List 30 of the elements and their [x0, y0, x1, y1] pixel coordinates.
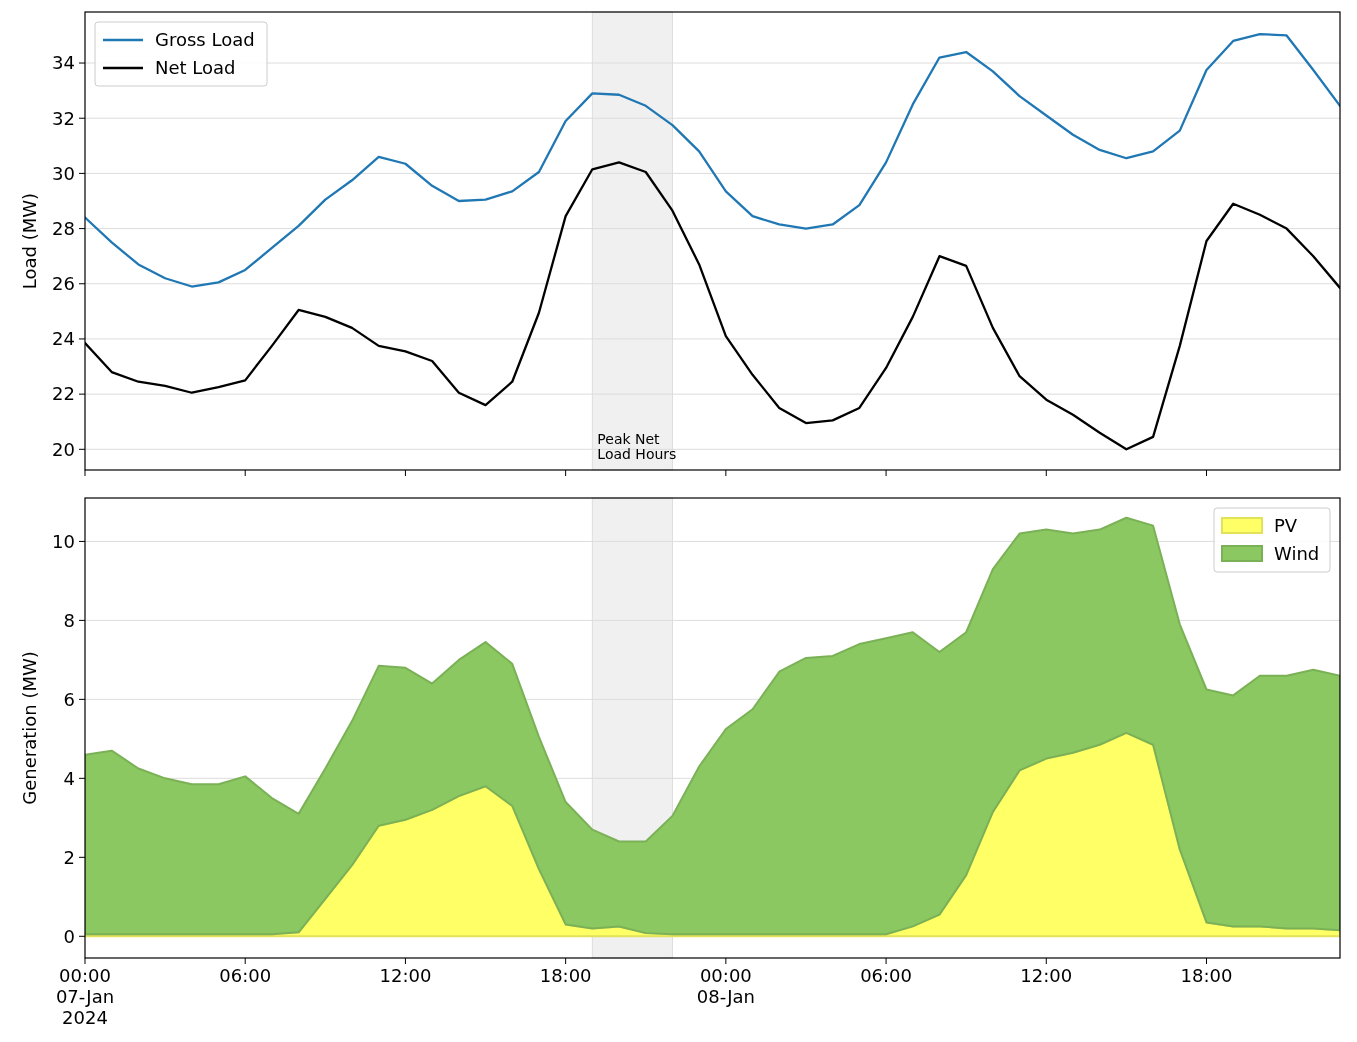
y-tick-label: 0: [63, 925, 75, 947]
legend-label: Wind: [1274, 543, 1320, 565]
x-tick-label: 18:00: [539, 965, 592, 986]
y-tick-label: 4: [63, 767, 75, 789]
y-tick-label: 24: [52, 328, 75, 350]
legend-label: PV: [1274, 515, 1298, 537]
x-tick-label: 18:00: [1180, 965, 1233, 986]
y-tick-label: 32: [52, 107, 75, 129]
x-tick-label: 12:00: [1020, 965, 1073, 986]
y-tick-label: 28: [52, 217, 75, 239]
band-label: Peak Net Load Hours: [597, 431, 677, 462]
x-tick-label: 06:00: [860, 965, 912, 986]
legend-label: Gross Load: [155, 29, 255, 51]
y-tick-label: 22: [52, 383, 75, 405]
x-tick-label: 06:00: [219, 965, 272, 986]
y-axis-title: Generation (MW): [19, 651, 40, 805]
y-axis-title: Load (MW): [19, 192, 40, 290]
y-tick-label: 6: [63, 688, 75, 710]
line-series: [85, 32, 1340, 288]
x-tick-label: 00:00 08-Jan: [696, 965, 755, 1007]
y-tick-label: 8: [63, 609, 75, 631]
legend-label: Net Load: [155, 57, 236, 79]
x-tick-label: 12:00: [379, 965, 432, 986]
y-tick-label: 30: [52, 162, 75, 184]
y-tick-label: 10: [52, 530, 75, 552]
y-tick-label: 26: [52, 273, 75, 295]
x-tick-label: 00:00 07-Jan 2024: [55, 965, 115, 1028]
y-tick-label: 20: [52, 438, 75, 460]
y-tick-label: 34: [52, 52, 75, 74]
y-tick-label: 2: [63, 846, 75, 868]
